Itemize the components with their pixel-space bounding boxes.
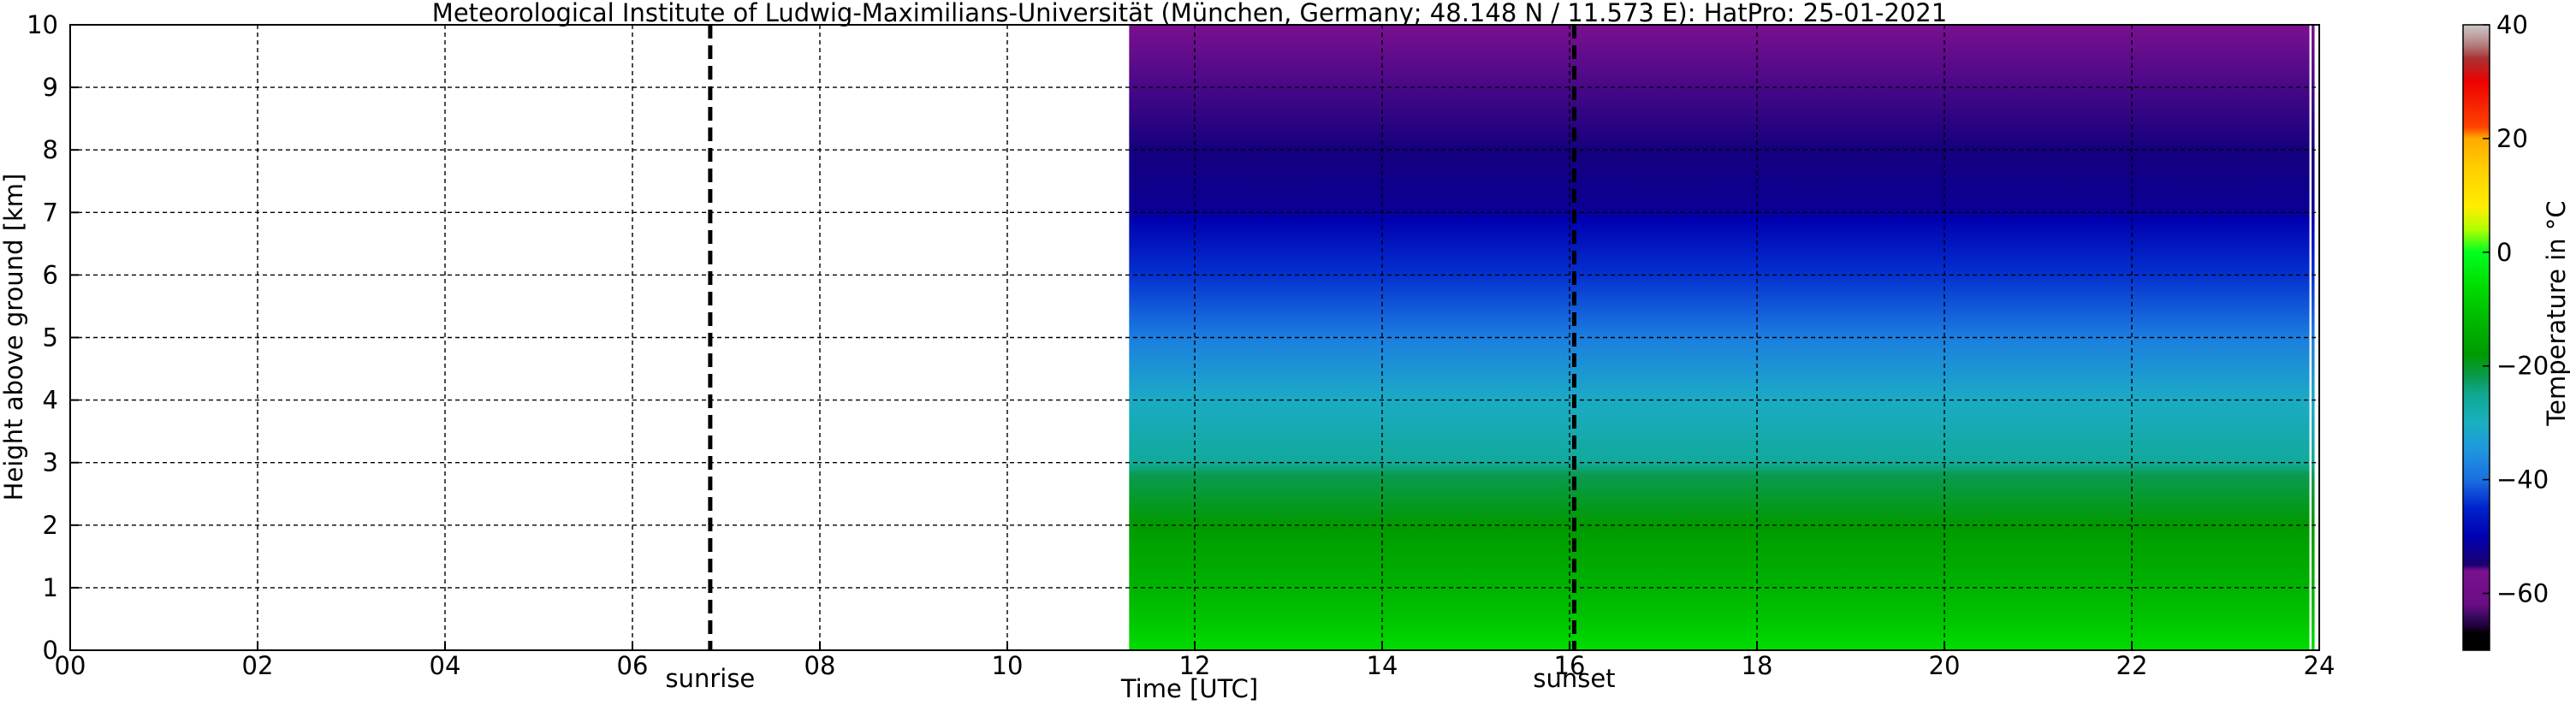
y-axis-label: Height above ground [km] — [0, 174, 28, 501]
x-axis: 00 02 04 06 08 10 12 14 16 18 20 22 24 — [55, 642, 2336, 680]
x-tick-label: 12 — [1179, 651, 1211, 680]
gridlines — [70, 25, 2319, 650]
x-tick-label: 18 — [1742, 651, 1773, 680]
x-tick-label: 06 — [617, 651, 649, 680]
sunset-label: sunset — [1533, 664, 1615, 693]
y-axis: 0 1 2 3 4 5 6 7 8 9 10 — [27, 10, 79, 665]
y-tick-label: 2 — [43, 511, 58, 540]
x-axis-label: Time [UTC] — [1120, 674, 1258, 703]
x-tick-label: 14 — [1367, 651, 1398, 680]
x-tick-label: 10 — [992, 651, 1024, 680]
x-tick-label: 00 — [55, 651, 86, 680]
y-tick-label: 8 — [43, 135, 58, 164]
x-tick-label: 20 — [1929, 651, 1961, 680]
colorbar-tick-label: 20 — [2496, 124, 2528, 153]
colorbar: 40 20 0 −20 −40 −60 — [2462, 10, 2549, 651]
y-tick-label: 3 — [43, 448, 58, 477]
x-tick-label: 02 — [242, 651, 274, 680]
y-tick-label: 9 — [43, 73, 58, 102]
x-tick-label: 24 — [2304, 651, 2336, 680]
data-gap-line — [2309, 25, 2312, 650]
x-tick-label: 22 — [2116, 651, 2148, 680]
y-tick-label: 4 — [43, 386, 58, 415]
chart-title: Meteorological Institute of Ludwig-Maxim… — [432, 0, 1947, 27]
x-tick-label: 04 — [430, 651, 461, 680]
colorbar-tick-label: 0 — [2496, 238, 2512, 267]
colorbar-tick-label: −20 — [2496, 352, 2549, 381]
x-tick-label: 08 — [804, 651, 836, 680]
y-tick-label: 0 — [43, 636, 58, 665]
colorbar-gradient — [2462, 24, 2490, 651]
y-tick-label: 10 — [27, 10, 58, 39]
colorbar-tick-label: −60 — [2496, 579, 2549, 608]
y-tick-label: 6 — [43, 260, 58, 289]
y-tick-label: 7 — [43, 198, 58, 227]
x-tick-label: 16 — [1554, 651, 1586, 680]
sun-markers: sunrise sunset — [665, 25, 1616, 693]
y-tick-label: 5 — [43, 323, 58, 352]
sunrise-label: sunrise — [665, 664, 755, 693]
y-tick-label: 1 — [43, 573, 58, 602]
colorbar-label: Temperature in °C — [2542, 200, 2571, 426]
colorbar-tick-label: 40 — [2496, 10, 2528, 39]
colorbar-tick-label: −40 — [2496, 465, 2549, 495]
